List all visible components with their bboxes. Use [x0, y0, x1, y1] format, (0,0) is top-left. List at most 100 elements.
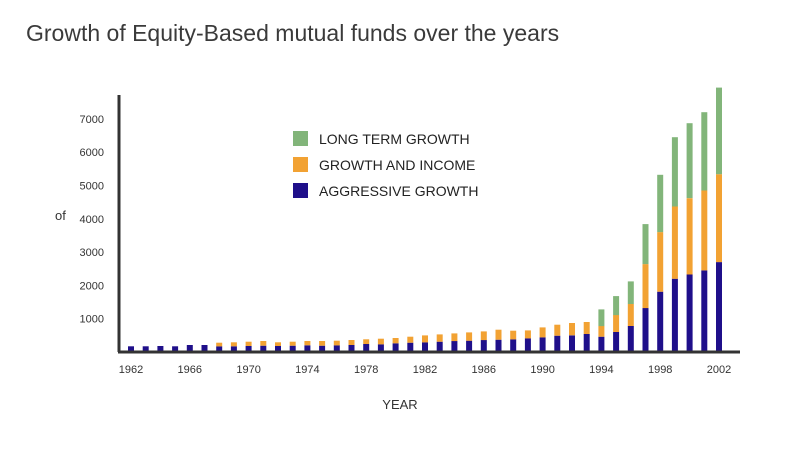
bar-1996-series-0 [627, 326, 634, 352]
bar-1968-series-0 [216, 346, 223, 352]
bar-1977-series-1 [348, 340, 355, 345]
y-tick-label-4000: 4000 [80, 214, 104, 226]
bar-1986-series-0 [480, 340, 487, 352]
x-tick-label-1970: 1970 [236, 364, 260, 376]
bar-1971-series-0 [260, 345, 267, 352]
bar-2000-series-0 [686, 274, 693, 352]
x-axis-title: YEAR [382, 397, 417, 412]
legend-swatch-0 [293, 183, 308, 198]
legend-swatch-2 [293, 131, 308, 146]
x-tick-label-1998: 1998 [648, 364, 672, 376]
bar-1996-series-2 [627, 281, 634, 304]
x-tick-label-1978: 1978 [354, 364, 378, 376]
bar-1997-series-0 [642, 308, 649, 352]
x-tick-label-1966: 1966 [178, 364, 202, 376]
bar-1993-series-1 [583, 322, 590, 334]
bar-1988-series-1 [510, 330, 517, 340]
bar-1978-series-1 [363, 339, 370, 344]
bar-1983-series-1 [436, 334, 443, 342]
bar-1979-series-0 [377, 344, 384, 352]
bar-1985-series-0 [466, 340, 473, 352]
bar-1994-series-2 [598, 309, 605, 327]
legend-label-1: GROWTH AND INCOME [319, 157, 475, 173]
bar-1974-series-1 [304, 341, 311, 346]
bar-1980-series-0 [392, 343, 399, 352]
bar-1998-series-0 [657, 291, 664, 352]
bar-1962-series-0 [128, 346, 134, 352]
bar-1973-series-1 [289, 341, 296, 346]
y-tick-label-3000: 3000 [80, 247, 104, 259]
bar-1969-series-1 [230, 342, 237, 347]
bar-1997-series-2 [642, 224, 649, 265]
bar-1998-series-2 [657, 174, 664, 233]
bar-2002-series-0 [716, 262, 722, 352]
x-tick-label-1990: 1990 [530, 364, 554, 376]
legend-swatch-1 [293, 157, 308, 172]
x-tick-label-1982: 1982 [413, 364, 437, 376]
y-axis-title: of [55, 208, 66, 223]
bar-1978-series-0 [363, 344, 370, 352]
bar-1969-series-0 [230, 346, 237, 352]
bar-1963-series-0 [142, 346, 149, 352]
bar-1991-series-1 [554, 324, 561, 336]
x-tick-label-1986: 1986 [472, 364, 496, 376]
bar-1998-series-1 [657, 232, 664, 292]
bar-2001-series-2 [701, 112, 708, 191]
bar-1979-series-1 [377, 338, 384, 345]
bar-1972-series-1 [275, 342, 281, 346]
y-tick-label-2000: 2000 [80, 280, 104, 292]
bar-1975-series-0 [319, 345, 326, 352]
bar-2000-series-1 [686, 198, 693, 275]
bar-1987-series-1 [495, 329, 502, 340]
x-tick-label-1994: 1994 [589, 364, 613, 376]
bar-1971-series-1 [260, 341, 267, 346]
bar-2002-series-1 [716, 174, 722, 263]
bar-1981-series-1 [407, 336, 414, 343]
bar-1968-series-1 [216, 342, 223, 347]
bar-1994-series-0 [598, 336, 605, 352]
bar-1992-series-0 [569, 335, 575, 352]
bar-1972-series-0 [275, 346, 281, 352]
bar-1989-series-1 [524, 330, 531, 339]
bar-1995-series-0 [613, 332, 620, 352]
bar-1966-series-0 [186, 345, 193, 352]
bar-1997-series-1 [642, 264, 649, 309]
chart-title: Growth of Equity-Based mutual funds over… [26, 20, 560, 46]
y-tick-label-6000: 6000 [80, 147, 104, 159]
bar-1980-series-1 [392, 338, 399, 344]
legend-label-2: LONG TERM GROWTH [319, 131, 470, 147]
legend-label-0: AGGRESSIVE GROWTH [319, 183, 478, 199]
legend: LONG TERM GROWTH GROWTH AND INCOME AGGRESS… [293, 131, 478, 199]
bars-group [128, 87, 722, 352]
bar-1982-series-1 [422, 335, 428, 343]
bar-1999-series-0 [671, 278, 678, 352]
bar-1992-series-1 [569, 323, 575, 336]
bar-1984-series-1 [451, 333, 458, 342]
bar-2001-series-0 [701, 270, 708, 352]
bar-1982-series-0 [422, 342, 428, 352]
bar-1973-series-0 [289, 345, 296, 352]
bar-1996-series-1 [627, 304, 634, 326]
bar-1987-series-0 [495, 339, 502, 352]
bar-1970-series-0 [245, 346, 252, 352]
bar-1993-series-0 [583, 334, 590, 352]
bar-1983-series-0 [436, 341, 443, 352]
bar-1990-series-0 [539, 337, 546, 352]
bar-1991-series-0 [554, 335, 561, 352]
bar-1990-series-1 [539, 327, 546, 338]
bar-1994-series-1 [598, 326, 605, 337]
y-ticks-group: 1000 2000 3000 4000 5000 6000 7000 [80, 114, 104, 326]
bar-1974-series-0 [304, 345, 311, 352]
bar-1965-series-0 [172, 346, 179, 352]
bar-1986-series-1 [480, 331, 487, 341]
bar-1989-series-0 [524, 338, 531, 352]
bar-2002-series-2 [716, 87, 722, 175]
bar-1995-series-2 [613, 296, 620, 316]
bar-1970-series-1 [245, 341, 252, 346]
y-tick-label-1000: 1000 [80, 314, 104, 326]
x-ticks-group: 1962 1966 1970 1974 1978 1982 1986 1990 1994 1998… [119, 364, 731, 376]
y-tick-label-7000: 7000 [80, 114, 104, 126]
bar-1976-series-1 [333, 340, 340, 346]
